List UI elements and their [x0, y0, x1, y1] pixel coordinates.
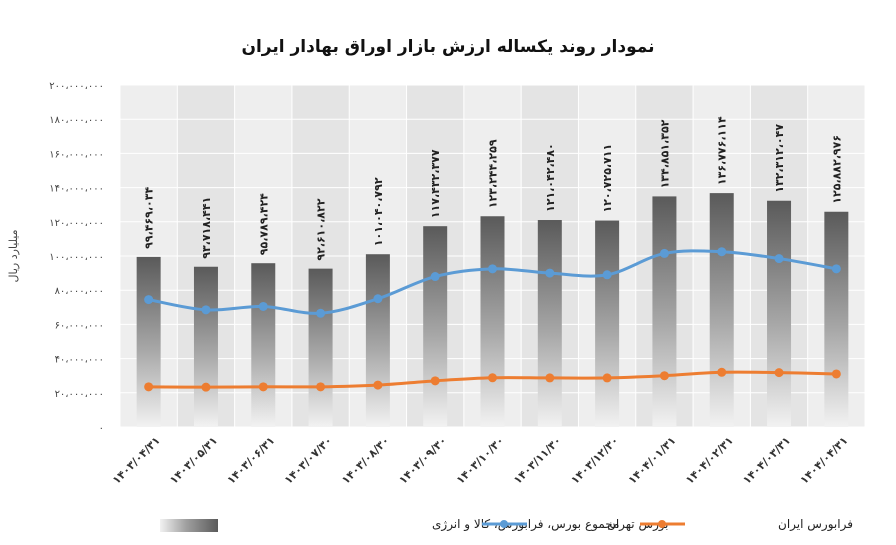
- legend-swatch-total: [160, 519, 218, 532]
- point-tehran: [373, 294, 383, 304]
- x-category-label: ۱۴۰۴/۰۲/۳۱: [683, 434, 736, 487]
- x-category-label: ۱۴۰۳/۰۴/۳۱: [110, 434, 163, 487]
- bar: [251, 263, 276, 427]
- bar-data-label: ۱۰۱،۰۴۰،۷۹۲: [372, 177, 385, 246]
- point-tehran: [602, 270, 612, 280]
- point-farabourse: [717, 367, 727, 377]
- x-category-label: ۱۴۰۴/۰۳/۳۱: [740, 434, 793, 487]
- y-tick-label: ۱۰۰،۰۰۰،۰۰۰: [49, 252, 104, 263]
- y-tick-label: ۱۲۰،۰۰۰،۰۰۰: [49, 218, 104, 229]
- chart-title: نمودار روند یکساله ارزش بازار اوراق بهاد…: [241, 37, 654, 57]
- bar: [193, 266, 218, 427]
- x-axis-categories: ۱۴۰۳/۰۴/۳۱ ۱۴۰۳/۰۵/۳۱ ۱۴۰۳/۰۶/۳۱ ۱۴۰۳/۰۷/۳۰…: [110, 434, 851, 487]
- bar-data-label: ۱۳۶،۷۷۶،۱۱۴: [716, 116, 729, 185]
- bar-data-label: ۹۲،۶۱۰،۸۲۲: [315, 198, 328, 260]
- bar: [480, 216, 505, 427]
- legend: مجموع بورس، فرابورس، کالا و انرژی بورس ت…: [160, 517, 853, 532]
- legend-swatch-farabourse-marker: [658, 520, 666, 528]
- point-farabourse: [316, 382, 326, 392]
- point-farabourse: [488, 373, 497, 383]
- point-farabourse: [144, 382, 154, 392]
- y-tick-label: ۲۰،۰۰۰،۰۰۰: [55, 389, 104, 400]
- point-farabourse: [430, 376, 440, 386]
- bar-data-label: ۱۲۵،۸۸۲،۹۷۶: [830, 135, 843, 204]
- bar: [767, 200, 792, 427]
- bar: [365, 254, 390, 427]
- point-tehran: [831, 264, 841, 274]
- point-farabourse: [201, 382, 211, 392]
- x-category-label: ۱۴۰۴/۰۱/۳۱: [626, 434, 679, 487]
- x-category-label: ۱۴۰۳/۱۱/۳۰: [511, 434, 564, 487]
- point-farabourse: [545, 373, 555, 383]
- x-category-label: ۱۴۰۴/۰۴/۳۱: [798, 434, 851, 487]
- bar-series: [136, 193, 849, 427]
- point-tehran: [717, 247, 727, 257]
- x-category-label: ۱۴۰۳/۱۰/۳۰: [454, 434, 507, 487]
- x-category-label: ۱۴۰۳/۰۶/۳۱: [225, 434, 278, 487]
- y-tick-label: ۰: [99, 423, 104, 434]
- point-farabourse: [831, 369, 841, 379]
- point-tehran: [545, 268, 555, 278]
- point-farabourse: [659, 371, 669, 381]
- gridlines: [119, 84, 866, 428]
- legend-label-tehran: بورس تهران: [607, 517, 668, 532]
- bar: [308, 268, 333, 427]
- y-tick-label: ۱۸۰،۰۰۰،۰۰۰: [49, 115, 104, 126]
- bar-data-label: ۱۳۲،۳۱۲،۰۴۷: [773, 124, 786, 193]
- bar: [709, 193, 734, 427]
- bar: [537, 220, 562, 427]
- bar-data-label: ۹۵،۷۸۹،۴۲۴: [257, 193, 270, 255]
- point-tehran: [258, 301, 268, 311]
- x-category-label: ۱۴۰۳/۰۹/۳۰: [396, 434, 449, 487]
- bar-data-label: ۱۲۳،۲۴۴،۲۵۹: [487, 139, 500, 208]
- point-tehran: [316, 308, 326, 318]
- y-tick-label: ۱۶۰،۰۰۰،۰۰۰: [49, 149, 104, 160]
- bar: [423, 226, 448, 427]
- bar-data-label: ۹۳،۷۱۸،۴۴۱: [200, 197, 213, 259]
- y-tick-label: ۸۰،۰۰۰،۰۰۰: [55, 286, 104, 297]
- legend-swatch-tehran-marker: [500, 520, 508, 528]
- bar-data-label: ۹۹،۴۶۹،۰۳۴: [143, 187, 156, 249]
- point-farabourse: [602, 373, 612, 383]
- y-axis-ticks: ۰ ۲۰،۰۰۰،۰۰۰ ۴۰،۰۰۰،۰۰۰ ۶۰،۰۰۰،۰۰۰ ۸۰،۰۰۰،۰۰…: [49, 81, 104, 434]
- legend-label-farabourse: فرابورس ایران: [778, 517, 853, 532]
- line-series: [144, 247, 841, 392]
- bar: [824, 211, 849, 427]
- bar-data-label: ۱۲۰،۷۲۵،۷۱۱: [601, 144, 614, 213]
- point-tehran: [144, 295, 154, 305]
- bar-data-label: ۱۲۱،۰۴۲،۴۸۰: [544, 143, 557, 212]
- bar: [595, 220, 620, 427]
- x-category-label: ۱۴۰۳/۱۲/۳۰: [568, 434, 621, 487]
- y-tick-label: ۲۰۰،۰۰۰،۰۰۰: [49, 81, 104, 92]
- point-tehran: [201, 305, 211, 315]
- bar-data-label: ۱۱۷،۴۳۲،۳۷۷: [429, 149, 442, 218]
- bar: [652, 196, 677, 427]
- y-tick-label: ۴۰،۰۰۰،۰۰۰: [55, 355, 104, 366]
- point-tehran: [659, 248, 669, 258]
- x-category-label: ۱۴۰۳/۰۸/۳۰: [339, 434, 392, 487]
- x-category-label: ۱۴۰۳/۰۷/۳۰: [282, 434, 335, 487]
- bar-data-labels: ۹۹،۴۶۹،۰۳۴ ۹۳،۷۱۸،۴۴۱ ۹۵،۷۸۹،۴۲۴ ۹۲،۶۱۰،۸۲۲…: [143, 116, 844, 261]
- x-category-label: ۱۴۰۳/۰۵/۳۱: [167, 434, 220, 487]
- point-farabourse: [774, 368, 784, 378]
- bar-data-label: ۱۳۴،۸۵۱،۳۵۲: [658, 119, 671, 188]
- y-tick-label: ۶۰،۰۰۰،۰۰۰: [55, 320, 104, 331]
- point-tehran: [488, 264, 497, 274]
- point-tehran: [774, 254, 784, 264]
- point-tehran: [430, 272, 440, 282]
- y-axis-label: میلیارد ریال: [7, 229, 20, 282]
- point-farabourse: [258, 382, 268, 392]
- point-farabourse: [373, 380, 383, 390]
- bar: [136, 256, 161, 427]
- y-tick-label: ۱۴۰،۰۰۰،۰۰۰: [49, 184, 104, 195]
